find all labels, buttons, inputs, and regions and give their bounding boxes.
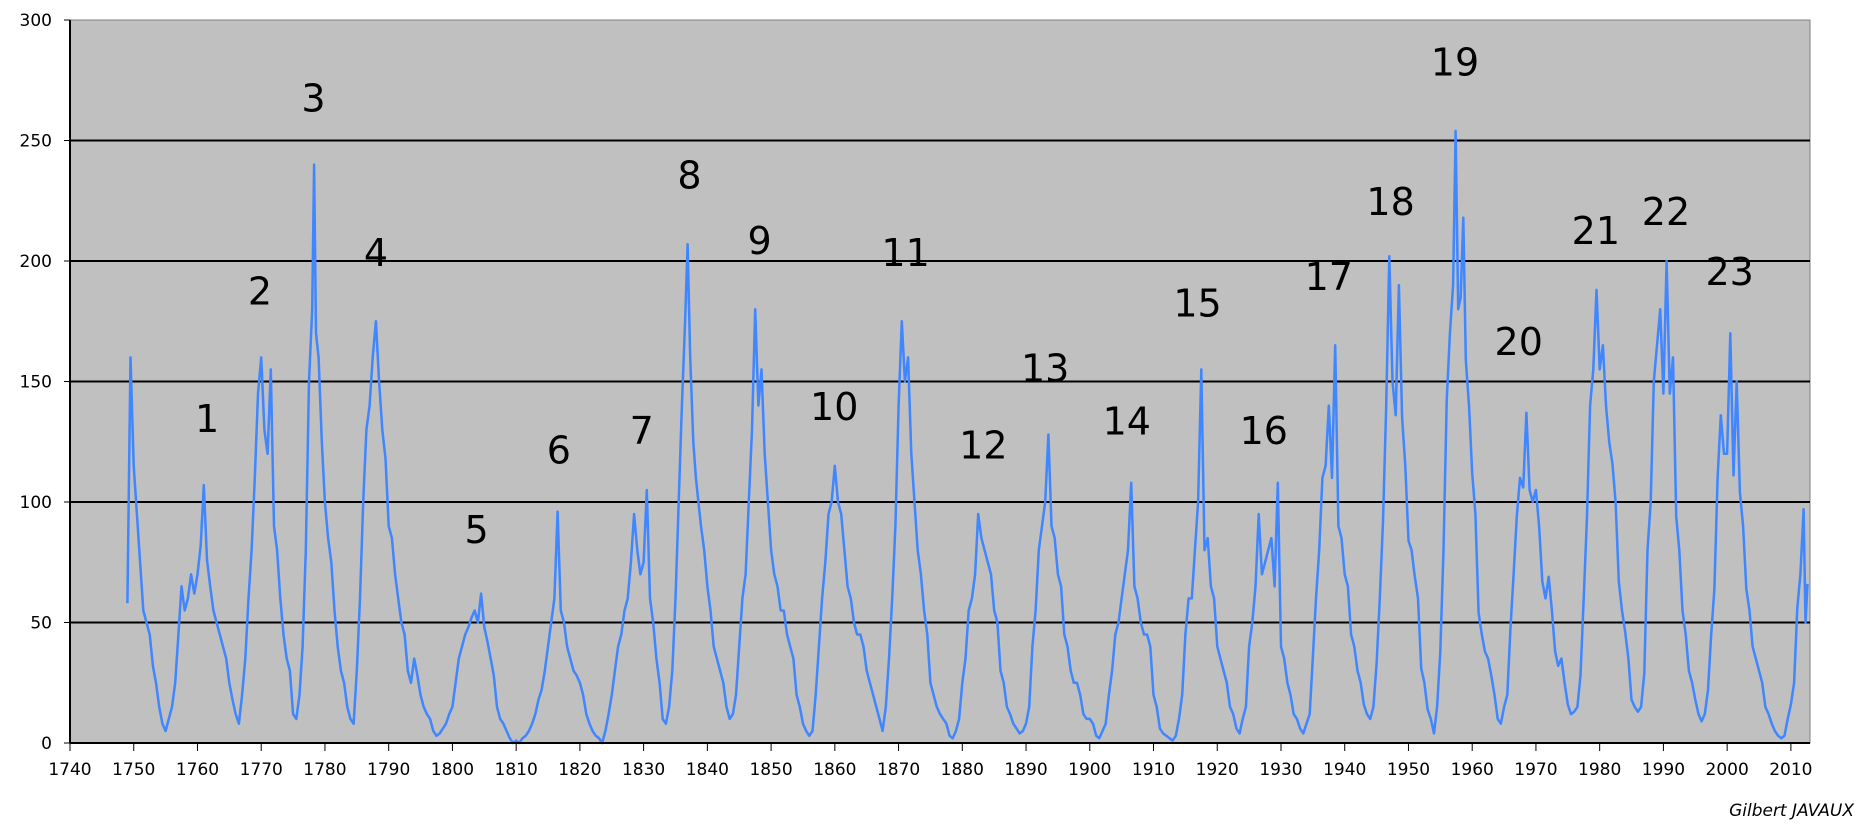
x-tick-label: 1750 (112, 760, 155, 780)
cycle-label-8: 8 (677, 154, 701, 198)
x-tick-label: 1850 (749, 760, 792, 780)
cycle-label-12: 12 (959, 424, 1007, 468)
y-tick-label: 0 (41, 734, 52, 754)
x-tick-label: 1830 (622, 760, 665, 780)
cycle-label-23: 23 (1706, 250, 1754, 294)
x-tick-label: 1950 (1387, 760, 1430, 780)
cycle-label-9: 9 (748, 219, 772, 263)
x-tick-label: 1980 (1578, 760, 1621, 780)
y-tick-label: 300 (20, 11, 52, 31)
x-tick-label: 1740 (48, 760, 91, 780)
x-tick-label: 1900 (1068, 760, 1111, 780)
x-tick-label: 1840 (686, 760, 729, 780)
y-tick-label: 50 (30, 614, 52, 634)
x-tick-label: 1770 (240, 760, 283, 780)
cycle-label-16: 16 (1240, 409, 1288, 453)
sunspot-series-line (126, 129, 1809, 745)
y-tick-label: 150 (20, 373, 52, 393)
y-tick-label: 250 (20, 132, 52, 152)
cycle-label-22: 22 (1642, 190, 1690, 234)
x-tick-label: 1990 (1642, 760, 1685, 780)
cycle-label-5: 5 (465, 508, 489, 552)
cycle-label-2: 2 (248, 269, 272, 313)
cycle-label-19: 19 (1431, 40, 1479, 84)
x-tick-label: 1870 (877, 760, 920, 780)
cycle-label-15: 15 (1173, 281, 1221, 325)
x-tick-label: 1940 (1323, 760, 1366, 780)
x-tick-label: 1910 (1132, 760, 1175, 780)
x-tick-label: 1930 (1259, 760, 1302, 780)
cycle-label-20: 20 (1495, 320, 1543, 364)
y-tick-label: 100 (20, 493, 52, 513)
x-tick-label: 1960 (1451, 760, 1494, 780)
y-axis-ticks: 0 50 100 150 200 250 300 (20, 11, 70, 754)
x-tick-label: 1880 (941, 760, 984, 780)
x-tick-label: 1860 (813, 760, 856, 780)
cycle-label-11: 11 (881, 231, 929, 275)
cycle-label-17: 17 (1305, 255, 1353, 299)
x-tick-label: 1820 (558, 760, 601, 780)
x-tick-label: 2010 (1769, 760, 1812, 780)
x-tick-label: 1970 (1514, 760, 1557, 780)
cycle-label-13: 13 (1021, 347, 1069, 391)
x-tick-label: 1800 (431, 760, 474, 780)
cycle-label-6: 6 (547, 428, 571, 472)
cycle-label-4: 4 (364, 231, 388, 275)
x-tick-label: 1760 (176, 760, 219, 780)
cycle-label-14: 14 (1103, 400, 1151, 444)
x-axis-ticks: 1740 1750 1760 1770 1780 1790 1800 1810 1820 1830… (48, 743, 1813, 780)
cycle-label-3: 3 (301, 77, 325, 121)
x-tick-label: 1780 (303, 760, 346, 780)
cycle-label-7: 7 (630, 409, 654, 453)
y-tick-label: 200 (20, 252, 52, 272)
x-tick-label: 1810 (495, 760, 538, 780)
cycle-label-10: 10 (810, 385, 858, 429)
x-tick-label: 2000 (1706, 760, 1749, 780)
x-tick-label: 1890 (1004, 760, 1047, 780)
x-tick-label: 1790 (367, 760, 410, 780)
x-tick-label: 1920 (1196, 760, 1239, 780)
cycle-label-21: 21 (1572, 209, 1620, 253)
credit-text: Gilbert JAVAUX (1729, 801, 1854, 821)
cycle-label-18: 18 (1366, 180, 1414, 224)
cycle-label-1: 1 (195, 397, 219, 441)
